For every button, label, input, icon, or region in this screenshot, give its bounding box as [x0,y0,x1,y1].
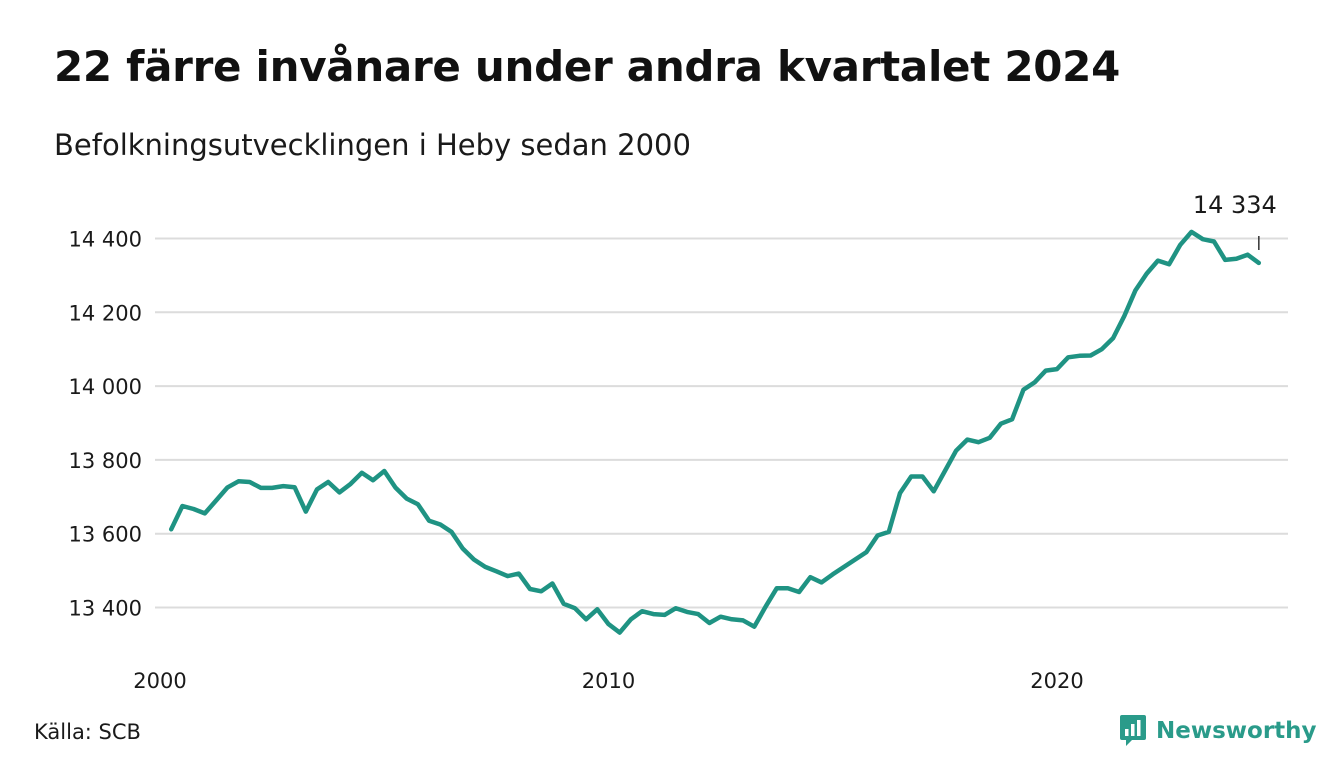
y-tick-label: 13 400 [69,597,142,621]
source-label: Källa: SCB [34,720,141,744]
y-tick-label: 13 600 [69,523,142,547]
chart-title: 22 färre invånare under andra kvartalet … [54,42,1121,91]
chart-subtitle: Befolkningsutvecklingen i Heby sedan 200… [54,128,691,162]
y-tick-label: 13 800 [69,449,142,473]
x-tick-label: 2020 [1030,669,1083,693]
x-tick-label: 2000 [133,669,186,693]
y-tick-label: 14 200 [69,301,142,325]
bar-chart-icon [1120,715,1146,746]
series-line [168,229,1262,635]
brand-logo: Newsworthy [1118,714,1317,748]
y-tick-label: 14 000 [69,375,142,399]
annotation-label: 14 334 [1193,191,1277,219]
x-tick-label: 2010 [582,669,635,693]
y-tick-label: 14 400 [69,228,142,252]
brand-name: Newsworthy [1156,718,1317,744]
